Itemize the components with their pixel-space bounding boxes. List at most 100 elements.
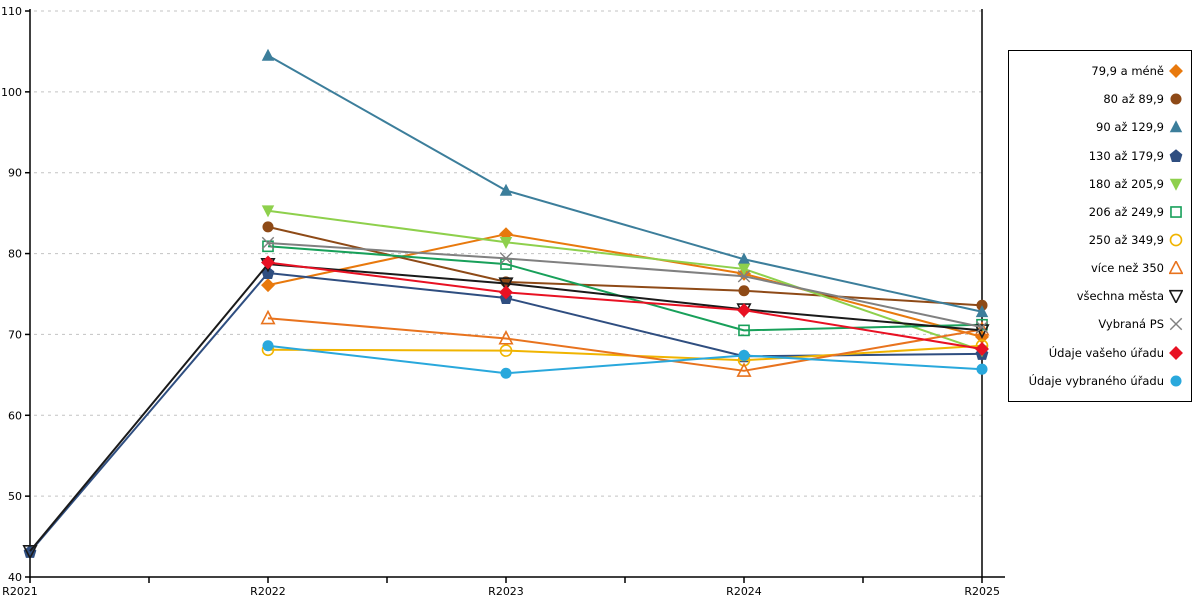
legend-item-11[interactable]: Údaje vybraného úřadu xyxy=(1013,374,1183,388)
legend-item-5[interactable]: 206 až 249,9 xyxy=(1013,205,1183,219)
series-7 xyxy=(260,309,990,377)
legend-label: více než 350 xyxy=(1090,261,1164,276)
y-tick-label: 90 xyxy=(8,167,22,180)
y-tick-label: 70 xyxy=(8,328,22,341)
legend-item-9[interactable]: Vybraná PS xyxy=(1013,317,1183,331)
data-point-marker xyxy=(261,205,275,218)
legend-triangle-up-icon xyxy=(1169,120,1183,133)
legend-marker-icon xyxy=(1169,64,1183,79)
data-point-marker xyxy=(499,236,513,249)
y-tick-label: 80 xyxy=(8,248,22,261)
data-point-marker xyxy=(498,330,514,345)
y-tick-label: 60 xyxy=(8,409,22,422)
series-9 xyxy=(261,236,989,334)
data-point-marker xyxy=(22,545,38,560)
legend-marker-icon xyxy=(1169,290,1183,304)
legend-label: 250 až 349,9 xyxy=(1088,233,1164,248)
data-point-marker xyxy=(499,183,513,196)
data-point-marker xyxy=(262,221,274,233)
legend-label: 80 až 89,9 xyxy=(1103,92,1164,107)
data-point-marker xyxy=(499,252,513,265)
series-10 xyxy=(261,255,989,356)
legend-label: Údaje vybraného úřadu xyxy=(1028,373,1164,388)
legend-marker-icon xyxy=(1169,318,1183,331)
legend-item-2[interactable]: 90 až 129,9 xyxy=(1013,120,1183,134)
series-line xyxy=(29,263,983,552)
x-tick-label: R2021 xyxy=(2,585,38,598)
legend-label: 79,9 a méně xyxy=(1091,64,1164,79)
legend-item-8[interactable]: všechna města xyxy=(1013,289,1183,304)
x-tick-label: R2025 xyxy=(964,585,1000,598)
data-point-marker xyxy=(738,285,750,297)
data-point-marker xyxy=(261,255,275,270)
legend-label: všechna města xyxy=(1076,289,1164,304)
legend-item-10[interactable]: Údaje vašeho úřadu xyxy=(1013,346,1183,360)
legend-item-6[interactable]: 250 až 349,9 xyxy=(1013,233,1183,247)
data-point-marker xyxy=(737,269,751,283)
data-point-marker xyxy=(737,263,751,276)
legend-circle-icon xyxy=(1169,233,1183,247)
axes: 40 50 60 70 80 90 100 110 R2021 R2022 R2023 R2024 R2… xyxy=(1,5,1005,598)
legend-item-7[interactable]: více než 350 xyxy=(1013,261,1183,275)
series-3 xyxy=(23,266,989,558)
legend-marker-icon xyxy=(1170,93,1182,105)
legend-item-4[interactable]: 180 až 205,9 xyxy=(1013,177,1183,191)
data-point-marker xyxy=(975,320,989,334)
series-2 xyxy=(261,48,989,318)
legend-marker-icon xyxy=(1169,233,1183,247)
series-line xyxy=(267,344,983,375)
legend-diamond-icon xyxy=(1169,345,1183,360)
y-tick-label: 40 xyxy=(8,571,22,584)
data-point-marker xyxy=(499,285,513,300)
legend-x-icon xyxy=(1169,318,1183,331)
data-point-marker xyxy=(736,362,752,377)
gridlines xyxy=(34,10,982,497)
legend-triangle-down-icon xyxy=(1169,290,1183,304)
legend-marker-icon xyxy=(1169,178,1183,191)
legend-item-3[interactable]: 130 až 179,9 xyxy=(1013,149,1183,163)
legend-circle-icon xyxy=(1170,375,1182,387)
legend-label: Údaje vašeho úřadu xyxy=(1048,345,1164,360)
y-tick-label: 100 xyxy=(1,86,22,99)
legend: 79,9 a méně 80 až 89,9 90 až 129,9 130 až 1… xyxy=(1008,50,1192,402)
legend-marker-icon xyxy=(1170,206,1182,218)
series-11 xyxy=(262,340,988,379)
legend-label: Vybraná PS xyxy=(1098,317,1164,332)
legend-label: 180 až 205,9 xyxy=(1088,176,1164,191)
legend-marker-icon xyxy=(1169,120,1183,133)
y-tick-label: 110 xyxy=(1,5,22,18)
legend-marker-icon xyxy=(1170,375,1182,387)
series-line xyxy=(267,261,983,350)
data-point-marker xyxy=(974,321,990,336)
data-point-marker xyxy=(261,278,275,293)
legend-diamond-icon xyxy=(1169,64,1183,79)
legend-item-0[interactable]: 79,9 a méně xyxy=(1013,64,1183,78)
data-point-marker xyxy=(498,277,514,292)
series-line xyxy=(267,233,983,338)
legend-label: 130 až 179,9 xyxy=(1088,148,1164,163)
data-point-marker xyxy=(738,349,750,361)
legend-marker-icon xyxy=(1169,261,1183,275)
legend-square-icon xyxy=(1170,206,1182,218)
x-tick-label: R2022 xyxy=(250,585,286,598)
legend-marker-icon xyxy=(1169,148,1183,162)
series-line xyxy=(267,54,983,313)
data-point-marker xyxy=(500,367,512,379)
legend-item-1[interactable]: 80 až 89,9 xyxy=(1013,92,1183,106)
series-line xyxy=(267,242,983,329)
data-point-marker xyxy=(261,236,275,250)
data-point-marker xyxy=(975,305,989,318)
data-point-marker xyxy=(262,340,274,352)
series-6 xyxy=(261,339,989,367)
series-line xyxy=(267,317,983,372)
legend-triangle-down-icon xyxy=(1169,178,1183,191)
series-line xyxy=(29,271,983,553)
data-point-marker xyxy=(737,303,751,318)
data-point-marker xyxy=(262,240,274,253)
series-line xyxy=(267,225,983,307)
y-tick-label: 50 xyxy=(8,490,22,503)
data-point-marker xyxy=(975,342,989,356)
data-point-marker xyxy=(976,363,988,375)
